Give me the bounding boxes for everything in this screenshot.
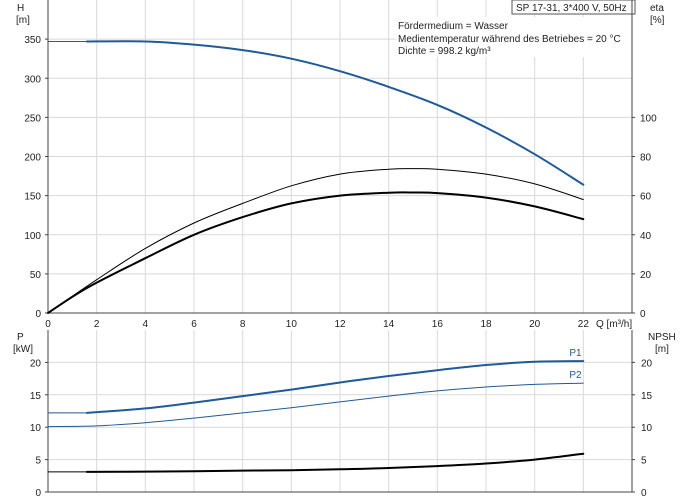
h-tick-label: 0 [35, 309, 41, 320]
series-label-p1: P1 [569, 348, 582, 359]
x-tick-label: 16 [432, 319, 444, 330]
series-line-h [85, 40, 585, 186]
npsh-tick-label: 0 [641, 488, 647, 499]
eta-tick-label: 80 [640, 153, 652, 164]
h-axis-label: H [17, 3, 24, 14]
npsh-tick-label: 5 [641, 456, 647, 467]
series-line-npsh [85, 452, 585, 473]
x-tick-label: 6 [191, 319, 197, 330]
p-tick-label: 20 [30, 358, 42, 369]
p-tick-label: 10 [30, 423, 42, 434]
series-line-p2 [47, 382, 584, 428]
series-line-eta-thin [47, 168, 584, 314]
npsh-axis-unit: [m] [655, 344, 669, 355]
info-line-medium: Fördermedium = Wasser [398, 21, 509, 32]
x-tick-label: 12 [334, 319, 346, 330]
npsh-tick-label: 15 [641, 391, 653, 402]
info-background [396, 17, 632, 57]
info-line-density: Dichte = 998.2 kg/m³ [398, 46, 491, 57]
q-axis-label: Q [m³/h] [596, 319, 632, 330]
eta-tick-label: 40 [640, 231, 652, 242]
npsh-axis-label: NPSH [648, 332, 676, 343]
npsh-tick-label: 10 [641, 423, 653, 434]
title-text: SP 17-31, 3*400 V, 50Hz [516, 3, 627, 14]
eta-axis-label: eta [650, 3, 664, 14]
h-axis-unit: [m] [16, 15, 30, 26]
x-tick-label: 14 [383, 319, 395, 330]
eta-tick-label: 0 [640, 309, 646, 320]
eta-tick-label: 20 [640, 270, 652, 281]
h-tick-label: 300 [24, 74, 41, 85]
x-tick-label: 4 [143, 319, 149, 330]
x-tick-label: 2 [94, 319, 100, 330]
h-tick-label: 250 [24, 113, 41, 124]
x-tick-label: 20 [529, 319, 541, 330]
info-line-temperature: Medientemperatur während des Betriebes =… [398, 34, 621, 45]
series-line-eta-thick [47, 191, 585, 314]
p-axis-unit: [kW] [13, 344, 33, 355]
x-tick-label: 22 [578, 319, 590, 330]
eta-tick-label: 100 [640, 113, 657, 124]
series-line-p1 [85, 360, 585, 414]
x-tick-label: 0 [45, 319, 51, 330]
p-axis-label: P [17, 332, 24, 343]
h-tick-label: 50 [30, 270, 42, 281]
x-tick-label: 18 [480, 319, 492, 330]
h-tick-label: 200 [24, 153, 41, 164]
eta-tick-label: 60 [640, 192, 652, 203]
h-tick-label: 100 [24, 231, 41, 242]
p-tick-label: 0 [35, 488, 41, 499]
x-tick-label: 8 [240, 319, 246, 330]
p-tick-label: 15 [30, 391, 42, 402]
series-label-p2: P2 [569, 370, 582, 381]
title-box [511, 0, 636, 15]
h-tick-label: 350 [24, 35, 41, 46]
eta-axis-unit: [%] [650, 15, 665, 26]
p-tick-label: 5 [35, 456, 41, 467]
h-tick-label: 150 [24, 192, 41, 203]
x-tick-label: 10 [286, 319, 298, 330]
npsh-tick-label: 20 [641, 358, 653, 369]
